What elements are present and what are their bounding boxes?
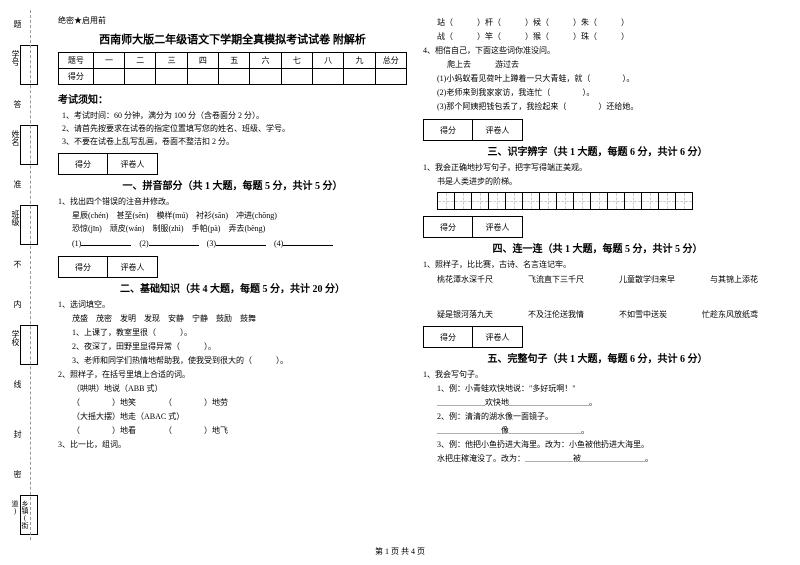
q5-item: 3、例：他把小鱼扔进大海里。改为：小鱼被他扔进大海里。	[423, 439, 772, 451]
q2-4-stem: 4、相信自己，下面这些词你准没问。	[423, 45, 772, 57]
side-char: 密	[12, 470, 23, 478]
q5-item: ＿＿＿＿＿＿＿＿像＿＿＿＿＿＿＿＿＿。	[423, 425, 772, 437]
binding-box	[20, 205, 38, 245]
score-box: 得分 评卷人	[58, 153, 158, 175]
q4-stem: 1、照样子，比比赛，古诗、名言连记牢。	[423, 259, 772, 271]
q3-sentence: 书是人类进步的阶梯。	[423, 176, 772, 188]
side-char: 不	[12, 260, 23, 268]
side-char: 内	[12, 300, 23, 308]
match-row-2: 疑是银河落九天不及汪伦送我情不如雪中送炭忙趁东风放纸鸢	[423, 309, 772, 320]
word-pair-row: 战（ ）竿（ ）猴（ ）珠（ ）	[423, 31, 772, 43]
score-cell: 得分	[59, 154, 108, 174]
binding-box	[20, 45, 38, 85]
left-column: 绝密★启用前 西南师大版二年级语文下学期全真模拟考试试卷 附解析 题号 一 二 …	[50, 15, 415, 467]
word-pair-row: 站（ ）杆（ ）候（ ）朱（ ）	[423, 17, 772, 29]
binding-box	[20, 495, 38, 535]
exam-title: 西南师大版二年级语文下学期全真模拟考试试卷 附解析	[58, 31, 407, 47]
section-4-title: 四、连一连（共 1 大题，每题 5 分，共计 5 分）	[423, 240, 772, 255]
q2-4-words: 爬上去 游过去	[423, 59, 772, 71]
q2-1-item: 2、夜深了，田野里显得异常（ ）。	[58, 341, 407, 353]
score-box: 得分 评卷人	[423, 326, 523, 348]
binding-column: 题 学号 答 姓名 准 班级 不 内 学校 线 封 密 乡镇(街道)	[10, 10, 45, 540]
q2-1-stem: 1、选词填空。	[58, 299, 407, 311]
binding-box	[20, 325, 38, 365]
page-footer: 第 1 页 共 4 页	[0, 546, 800, 557]
page-content: 绝密★启用前 西南师大版二年级语文下学期全真模拟考试试卷 附解析 题号 一 二 …	[50, 15, 790, 467]
q2-4-item: (1)小蚂蚁看见荷叶上蹲着一只大青蛙，就（ ）。	[423, 73, 772, 85]
score-header-row: 题号 一 二 三 四 五 六 七 八 九 总分	[59, 53, 407, 69]
section-5-title: 五、完整句子（共 1 大题，每题 6 分，共计 6 分）	[423, 350, 772, 365]
side-char: 封	[12, 430, 23, 438]
section-3-title: 三、识字辨字（共 1 大题，每题 6 分，共计 6 分）	[423, 143, 772, 158]
side-char: 题	[12, 20, 23, 28]
q2-1-item: 1、上课了，教室里很（ ）。	[58, 327, 407, 339]
correction-blanks: (1) (2) (3) (4)	[58, 236, 407, 251]
notice-item: 2、请首先按要求在试卷的指定位置填写您的姓名、班级、学号。	[58, 123, 407, 134]
q2-2-stem: 2、照样子，在括号里填上合适的词。	[58, 369, 407, 381]
q5-item: 1、例：小青蛙欢快地说："多好玩啊！"	[423, 383, 772, 395]
q5-item: 水把庄稼淹没了。改为：＿＿＿＿＿＿被＿＿＿＿＿＿＿＿。	[423, 453, 772, 465]
notice-item: 1、考试时间：60 分钟，满分为 100 分（含卷面分 2 分）。	[58, 110, 407, 121]
q2-1-words: 茂盛 茂密 发明 发现 安静 宁静 鼓励 鼓舞	[58, 313, 407, 325]
q3-stem: 1、我会正确地抄写句子，把字写得端正美观。	[423, 162, 772, 174]
notice-title: 考试须知：	[58, 91, 407, 106]
score-box: 得分 评卷人	[423, 216, 523, 238]
pinyin-line-1: 星辰(chén) 甚至(sēn) 模样(mú) 衬衫(sān) 冲进(chōng…	[58, 210, 407, 223]
q2-4-item: (3)那个阿姨把钱包丢了，我捡起来（ ）还给她。	[423, 101, 772, 113]
right-column: 站（ ）杆（ ）候（ ）朱（ ） 战（ ）竿（ ）猴（ ）珠（ ） 4、相信自己…	[415, 15, 780, 467]
section-2-title: 二、基础知识（共 4 大题，每题 5 分，共计 20 分）	[58, 280, 407, 295]
q2-2-item: （哄哄）地说（ABB 式）	[58, 383, 407, 395]
q5-item: 2、例：清清的湖水像一面镜子。	[423, 411, 772, 423]
pinyin-line-2: 恐惊(jīn) 顽皮(wán) 制服(zhì) 手帕(pà) 弄去(bèng)	[58, 223, 407, 236]
side-char: 线	[12, 380, 23, 388]
q2-2-item: （ ）地笑 （ ）地劳	[58, 397, 407, 409]
char-grid	[437, 192, 772, 210]
q2-4-item: (2)老师来到我家家访，我连忙（ ）。	[423, 87, 772, 99]
q2-2-item: （ ）地看 （ ）地飞	[58, 425, 407, 437]
score-value-row: 得分	[59, 69, 407, 85]
score-box: 得分 评卷人	[423, 119, 523, 141]
notice-item: 3、不要在试卷上乱写乱画，卷面不整洁扣 2 分。	[58, 136, 407, 147]
q5-stem: 1、我会写句子。	[423, 369, 772, 381]
q2-3-stem: 3、比一比，组词。	[58, 439, 407, 451]
binding-box	[20, 125, 38, 165]
q1-stem: 1、找出四个错误的注音并修改。	[58, 196, 407, 208]
score-box: 得分 评卷人	[58, 256, 158, 278]
q5-item: ＿＿＿＿＿＿欢快地＿＿＿＿＿＿＿＿＿＿。	[423, 397, 772, 409]
score-table: 题号 一 二 三 四 五 六 七 八 九 总分 得分	[58, 52, 407, 85]
q2-1-item: 3、老师和同学们热情地帮助我，使我受到很大的（ ）。	[58, 355, 407, 367]
side-char: 答	[12, 100, 23, 108]
q2-2-item: （大摇大摆）地走（ABAC 式）	[58, 411, 407, 423]
grader-cell: 评卷人	[108, 154, 157, 174]
section-1-title: 一、拼音部分（共 1 大题，每题 5 分，共计 5 分）	[58, 177, 407, 192]
binding-dashed-line	[30, 10, 31, 540]
side-char: 准	[12, 180, 23, 188]
secret-label: 绝密★启用前	[58, 15, 407, 26]
match-row-1: 桃花潭水深千尺飞流直下三千尺儿童散学归来早与其锦上添花	[423, 274, 772, 285]
